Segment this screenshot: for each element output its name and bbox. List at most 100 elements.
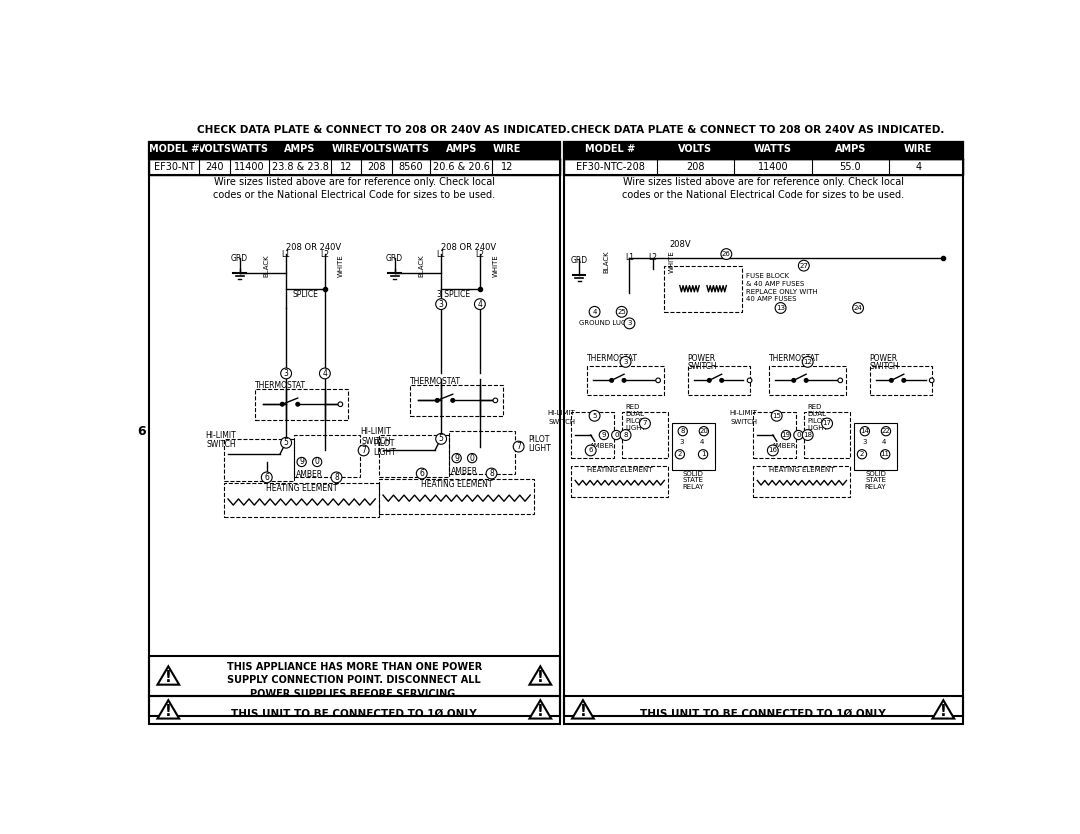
Text: L1: L1 <box>282 250 291 259</box>
Text: !: ! <box>165 670 172 685</box>
Text: 3: 3 <box>623 359 627 365</box>
Text: THERMOSTAT: THERMOSTAT <box>769 354 820 363</box>
Text: 6: 6 <box>265 473 269 482</box>
Text: 14: 14 <box>861 428 869 435</box>
Text: 208 OR 240V: 208 OR 240V <box>286 243 341 252</box>
Text: 7: 7 <box>361 446 366 455</box>
Text: 27: 27 <box>799 263 808 269</box>
Bar <box>754 412 796 458</box>
Text: PILOT: PILOT <box>625 418 645 425</box>
Text: 19: 19 <box>782 432 791 438</box>
Bar <box>571 466 669 496</box>
Text: !: ! <box>537 704 543 719</box>
Bar <box>769 366 847 395</box>
Circle shape <box>639 418 650 429</box>
Circle shape <box>858 450 866 459</box>
Text: 24: 24 <box>853 305 863 311</box>
Circle shape <box>611 430 621 440</box>
Circle shape <box>281 368 292 379</box>
Text: PILOT: PILOT <box>373 439 394 448</box>
Text: AMPS: AMPS <box>284 144 315 154</box>
Bar <box>571 412 613 458</box>
Text: SPLICE: SPLICE <box>293 290 319 299</box>
Bar <box>672 424 715 470</box>
Text: LIGHT: LIGHT <box>528 445 551 453</box>
Text: 3: 3 <box>627 320 632 326</box>
Circle shape <box>794 430 804 440</box>
Text: 20.6 & 20.6: 20.6 & 20.6 <box>433 163 489 173</box>
Circle shape <box>599 430 608 440</box>
Text: L2: L2 <box>475 250 484 259</box>
Circle shape <box>805 379 808 382</box>
Text: MODEL #: MODEL # <box>149 144 200 154</box>
Circle shape <box>781 430 791 440</box>
Bar <box>564 143 962 159</box>
Text: HI-LIMIT: HI-LIMIT <box>548 409 576 415</box>
Circle shape <box>486 468 497 479</box>
Circle shape <box>747 378 752 383</box>
Text: 4: 4 <box>915 163 921 173</box>
Text: 12: 12 <box>339 163 352 173</box>
Circle shape <box>620 356 631 367</box>
Text: 8560: 8560 <box>399 163 423 173</box>
Text: 208 OR 240V: 208 OR 240V <box>441 243 496 252</box>
Text: 6: 6 <box>589 447 593 454</box>
Text: RELAY: RELAY <box>865 484 887 490</box>
Circle shape <box>802 430 813 440</box>
Text: 3: 3 <box>862 439 866 445</box>
Text: GRD: GRD <box>231 254 248 263</box>
Text: 1: 1 <box>701 451 705 457</box>
Text: 6: 6 <box>137 425 146 438</box>
Text: 8: 8 <box>680 428 685 435</box>
Circle shape <box>930 378 934 383</box>
Text: PILOT: PILOT <box>528 435 550 444</box>
Circle shape <box>675 450 685 459</box>
Text: 0: 0 <box>796 432 800 438</box>
Text: 0: 0 <box>615 432 619 438</box>
Bar <box>149 143 559 716</box>
Text: 2: 2 <box>860 451 864 457</box>
Text: LIGHT: LIGHT <box>625 425 646 431</box>
Polygon shape <box>529 701 551 719</box>
Text: THERMOSTAT: THERMOSTAT <box>586 354 638 363</box>
Circle shape <box>802 356 813 367</box>
Circle shape <box>494 398 498 403</box>
Text: 208: 208 <box>367 163 386 173</box>
Circle shape <box>332 472 342 483</box>
Text: Wire sizes listed above are for reference only. Check local
codes or the Nationa: Wire sizes listed above are for referenc… <box>213 177 496 200</box>
Polygon shape <box>529 666 551 685</box>
Circle shape <box>468 454 476 463</box>
Circle shape <box>721 249 732 259</box>
Bar <box>564 696 962 724</box>
Text: PILOT: PILOT <box>808 418 827 425</box>
Text: THERMOSTAT: THERMOSTAT <box>255 381 306 390</box>
Circle shape <box>451 454 461 463</box>
Bar <box>586 366 664 395</box>
Bar <box>622 412 669 458</box>
Bar <box>688 366 750 395</box>
Text: AMBER: AMBER <box>296 470 323 480</box>
Circle shape <box>338 402 342 406</box>
Bar <box>854 424 896 470</box>
Text: 16: 16 <box>768 447 778 454</box>
Text: RED: RED <box>625 404 640 410</box>
Text: BLACK: BLACK <box>604 250 609 273</box>
Circle shape <box>768 445 779 456</box>
Bar <box>149 159 559 175</box>
Bar <box>149 143 559 159</box>
Text: 22: 22 <box>881 428 890 435</box>
Text: 0: 0 <box>470 454 474 463</box>
Text: CHECK DATA PLATE & CONNECT TO 208 OR 240V AS INDICATED.: CHECK DATA PLATE & CONNECT TO 208 OR 240… <box>197 125 570 135</box>
Text: SWITCH: SWITCH <box>688 362 717 371</box>
Circle shape <box>881 426 891 436</box>
Text: 23.8 & 23.8: 23.8 & 23.8 <box>272 163 328 173</box>
Text: !: ! <box>165 704 172 719</box>
Bar <box>449 431 515 474</box>
Text: WATTS: WATTS <box>231 144 269 154</box>
Text: 7: 7 <box>516 442 521 451</box>
Circle shape <box>297 457 307 466</box>
Text: HEATING ELEMENT: HEATING ELEMENT <box>266 485 337 493</box>
Text: 11400: 11400 <box>757 163 788 173</box>
Text: 5: 5 <box>593 413 597 419</box>
Bar <box>149 696 559 724</box>
